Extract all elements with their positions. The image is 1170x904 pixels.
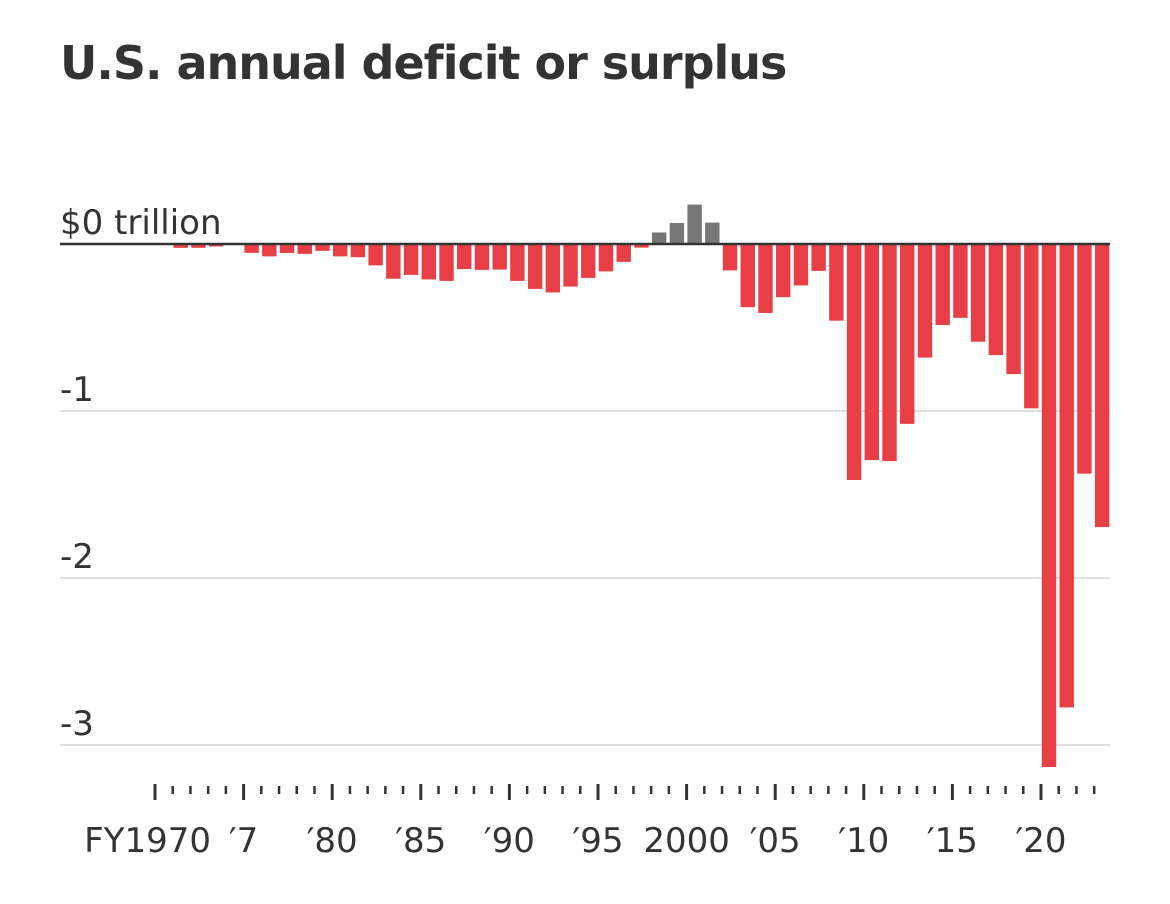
- x-tick-label: ′95: [573, 821, 624, 861]
- x-tick-label: ′85: [395, 821, 446, 861]
- bar-2000: [687, 204, 702, 244]
- x-tick-label: ′10: [838, 821, 889, 861]
- x-tick-label: FY1970: [84, 821, 211, 861]
- bar-1985: [421, 244, 436, 280]
- bar-1983: [386, 244, 401, 279]
- bar-2003: [740, 244, 755, 308]
- bar-2013: [917, 244, 933, 358]
- bar-1986: [439, 244, 454, 281]
- bar-1989: [492, 244, 507, 270]
- bar-1987: [457, 244, 472, 270]
- bar-1984: [403, 244, 419, 275]
- x-tick-label: ′20: [1016, 821, 1067, 861]
- bar-2015: [953, 244, 968, 318]
- bar-2002: [722, 244, 738, 271]
- x-tick-label: ′15: [927, 821, 978, 861]
- y-tick-label: -1: [60, 370, 94, 410]
- bar-1982: [368, 244, 383, 266]
- y-tick-label: -3: [60, 704, 94, 744]
- bar-1981: [350, 244, 366, 258]
- bar-1996: [616, 244, 631, 262]
- bar-1990: [510, 244, 525, 281]
- bar-2017: [988, 244, 1004, 356]
- bar-1979: [315, 244, 330, 251]
- bar-1993: [563, 244, 578, 287]
- bar-2007: [811, 244, 826, 271]
- y-tick-label: $0 trillion: [60, 203, 222, 243]
- bar-1992: [545, 244, 561, 293]
- gridlines: [60, 410, 1110, 746]
- x-axis-labels: FY1970 ′7 ′80 ′85 ′90 ′95 2000 ′05 ′10 ′15 ′20: [84, 821, 1066, 861]
- bars: [155, 204, 1110, 768]
- bar-1980: [333, 244, 348, 257]
- x-tick-label: ′90: [484, 821, 535, 861]
- bar-1972: [191, 244, 206, 248]
- y-tick-label: -2: [60, 537, 94, 577]
- bar-2012: [900, 244, 915, 424]
- bar-2010: [864, 244, 879, 461]
- bar-2005: [776, 244, 791, 298]
- bar-2019: [1024, 244, 1039, 409]
- bar-2006: [793, 244, 809, 286]
- bar-1971: [173, 244, 188, 248]
- bar-2014: [935, 244, 950, 325]
- bar-2008: [829, 244, 844, 321]
- bar-1997: [634, 244, 649, 248]
- bar-1999: [669, 222, 685, 244]
- bar-1991: [527, 244, 543, 289]
- chart-title: U.S. annual deficit or surplus: [60, 36, 787, 90]
- bar-2004: [758, 244, 773, 313]
- bar-2018: [1006, 244, 1021, 375]
- bar-2009: [846, 244, 862, 480]
- bar-1995: [598, 244, 614, 272]
- x-tick-label: ′80: [307, 821, 358, 861]
- x-tick-label: 2000: [643, 821, 730, 861]
- y-axis-labels: $0 trillion -1 -2 -3: [60, 203, 222, 744]
- bar-1977: [279, 244, 295, 254]
- bar-2011: [882, 244, 897, 462]
- bar-1998: [651, 232, 667, 244]
- bar-1994: [581, 244, 596, 278]
- bar-2021: [1059, 244, 1074, 708]
- bar-1976: [262, 244, 277, 257]
- bar-2016: [970, 244, 986, 342]
- bar-2001: [705, 222, 720, 244]
- bar-2023: [1094, 244, 1110, 528]
- bar-2020: [1041, 244, 1057, 768]
- bar-1975: [244, 244, 259, 253]
- x-axis-ticks: [153, 784, 1096, 800]
- bar-1988: [474, 244, 490, 270]
- x-tick-label: ′05: [750, 821, 801, 861]
- bar-2022: [1077, 244, 1092, 474]
- bar-1978: [297, 244, 312, 254]
- x-tick-label: ′7: [229, 821, 258, 861]
